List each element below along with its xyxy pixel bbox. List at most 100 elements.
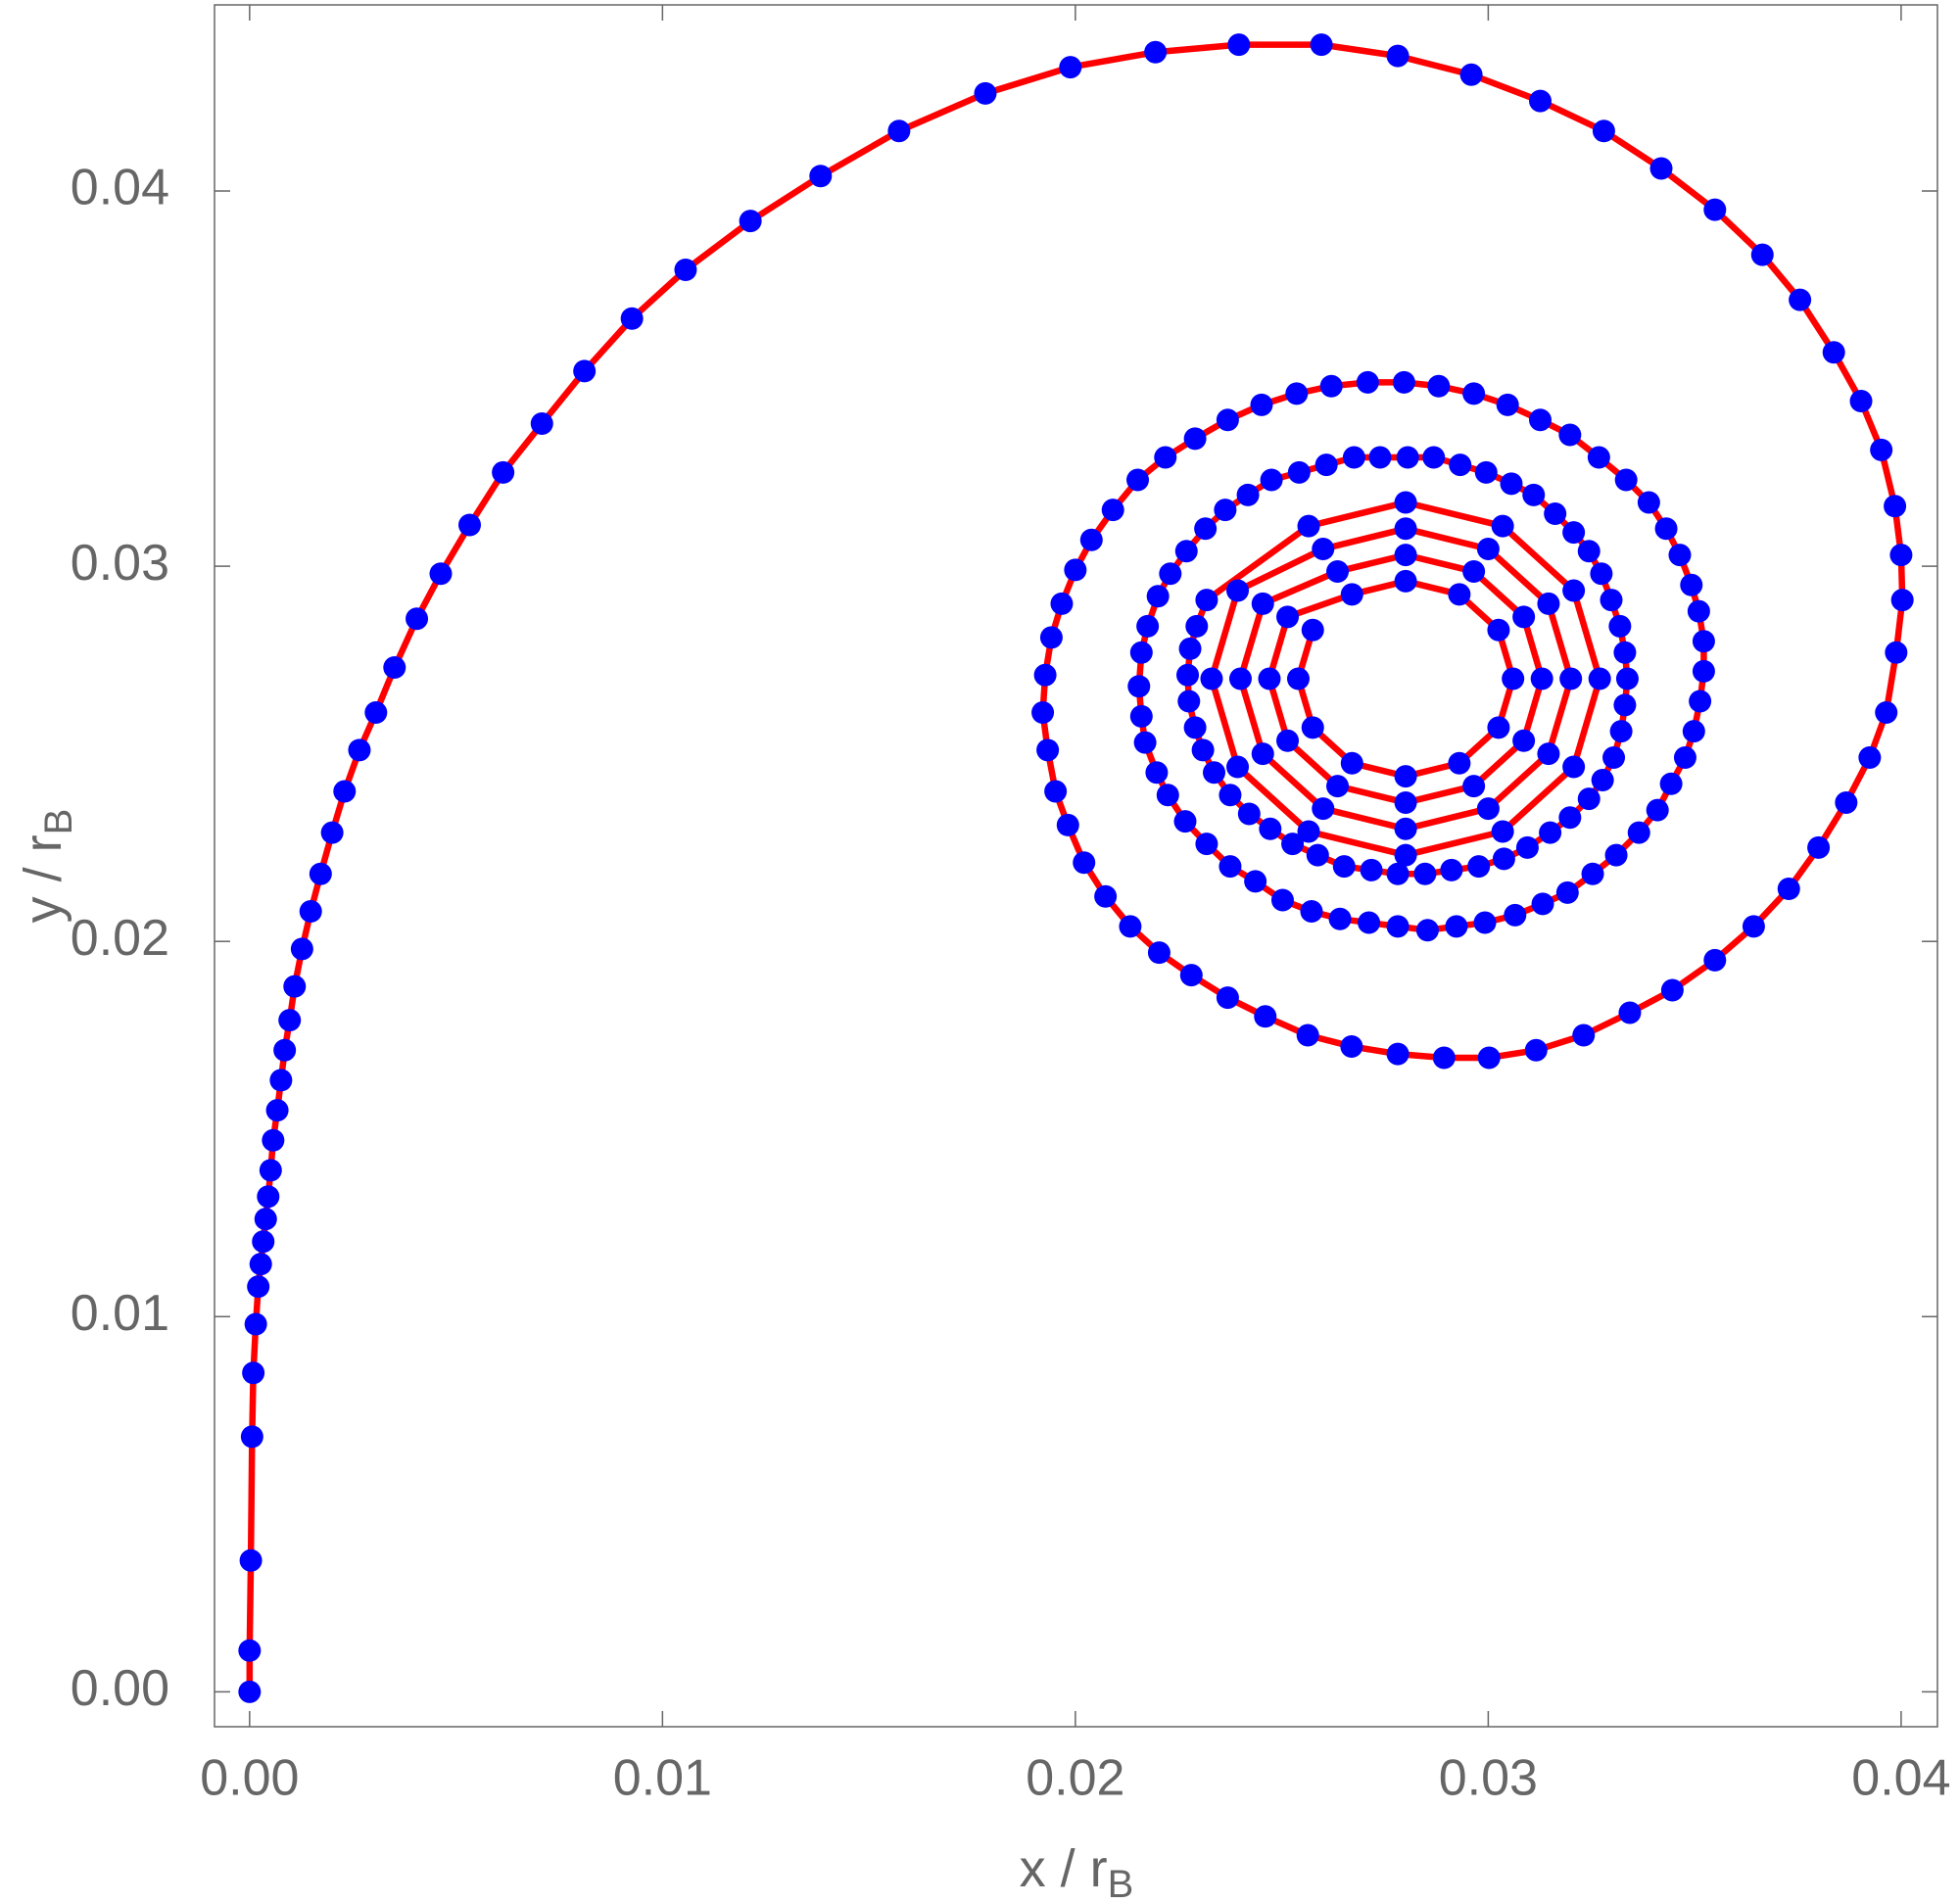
data-point — [1885, 641, 1908, 664]
data-point — [1692, 630, 1715, 653]
data-point — [1056, 813, 1079, 836]
data-point — [242, 1361, 265, 1385]
data-point — [1600, 589, 1623, 612]
data-point — [249, 1253, 272, 1276]
data-point — [1332, 855, 1356, 879]
data-point — [492, 460, 515, 484]
data-point — [1445, 915, 1468, 938]
data-point — [1515, 835, 1539, 859]
x-axis-title: x / rB — [1020, 1839, 1134, 1904]
data-point — [1687, 599, 1710, 623]
data-point — [1259, 817, 1282, 840]
data-point — [1502, 667, 1525, 690]
x-tick-label: 0.01 — [613, 1750, 712, 1807]
x-tick-label: 0.00 — [200, 1750, 299, 1807]
data-point — [1191, 738, 1215, 762]
data-point — [1050, 592, 1074, 615]
data-point — [1807, 835, 1831, 859]
data-point — [1467, 855, 1491, 879]
data-point — [1637, 491, 1660, 514]
data-point — [1119, 915, 1142, 938]
data-point — [1144, 40, 1168, 64]
data-point — [1476, 537, 1500, 560]
data-point — [1604, 843, 1628, 867]
data-point — [240, 1425, 263, 1449]
data-point — [1276, 729, 1300, 752]
data-point — [1281, 833, 1305, 856]
data-point — [1039, 626, 1063, 649]
data-point — [1889, 544, 1913, 567]
data-point — [1297, 514, 1320, 538]
data-point — [299, 900, 322, 924]
data-point — [1432, 1046, 1456, 1070]
data-point — [1127, 675, 1151, 698]
data-point — [1609, 720, 1633, 743]
data-point — [1033, 663, 1057, 687]
data-point — [809, 165, 833, 188]
data-point — [1448, 751, 1471, 775]
y-tick-label: 0.03 — [71, 535, 169, 592]
data-point — [333, 780, 357, 803]
data-point — [1183, 716, 1207, 739]
data-point — [238, 1680, 262, 1703]
data-point — [1500, 472, 1523, 496]
data-point — [1496, 393, 1519, 416]
data-point — [1562, 755, 1586, 779]
data-point — [1360, 858, 1383, 881]
data-point — [1558, 423, 1582, 447]
data-point — [1394, 491, 1417, 514]
data-point — [257, 1185, 280, 1209]
plot-area — [238, 33, 1914, 1703]
data-point — [1646, 798, 1669, 822]
data-point — [1300, 900, 1323, 924]
data-point — [1422, 446, 1446, 469]
data-point — [1427, 374, 1451, 398]
data-point — [1562, 521, 1586, 545]
data-point — [265, 1099, 289, 1122]
data-point — [1237, 802, 1261, 826]
data-point — [1250, 393, 1273, 416]
data-point — [1179, 964, 1203, 987]
data-point — [429, 562, 453, 586]
data-point — [1592, 119, 1615, 143]
trajectory-line — [246, 41, 1906, 1692]
data-point — [1394, 569, 1417, 593]
data-point — [1476, 797, 1500, 821]
data-point — [1326, 775, 1350, 798]
data-point — [1147, 941, 1171, 965]
data-point — [1145, 761, 1169, 785]
data-point — [1195, 833, 1218, 856]
data-point — [1185, 614, 1209, 638]
data-point — [1689, 690, 1712, 713]
data-point — [1555, 881, 1579, 904]
data-point — [1449, 453, 1472, 477]
data-point — [1491, 514, 1514, 538]
data-point — [278, 1009, 302, 1032]
data-point — [1386, 915, 1410, 938]
data-point — [1539, 821, 1562, 844]
data-point — [1742, 915, 1765, 938]
data-point — [1512, 729, 1536, 752]
data-point — [1314, 453, 1338, 477]
data-point — [1750, 243, 1774, 266]
y-axis-title-subscript: B — [37, 809, 80, 835]
data-point — [1326, 559, 1350, 583]
data-point — [1310, 33, 1333, 57]
data-point — [1613, 641, 1637, 664]
data-point — [1129, 641, 1153, 664]
data-point — [254, 1208, 277, 1231]
data-point — [1254, 1005, 1277, 1028]
data-point — [1226, 579, 1250, 602]
data-point — [1174, 540, 1198, 563]
data-point — [1386, 44, 1410, 68]
data-point — [1101, 499, 1124, 522]
data-point — [1660, 978, 1684, 1002]
data-point — [1587, 446, 1610, 469]
data-point — [1216, 408, 1239, 432]
data-point — [1537, 742, 1560, 766]
data-point — [1682, 720, 1705, 743]
data-point — [1306, 843, 1329, 867]
x-tick-label: 0.04 — [1851, 1750, 1950, 1807]
data-point — [1340, 1034, 1363, 1058]
